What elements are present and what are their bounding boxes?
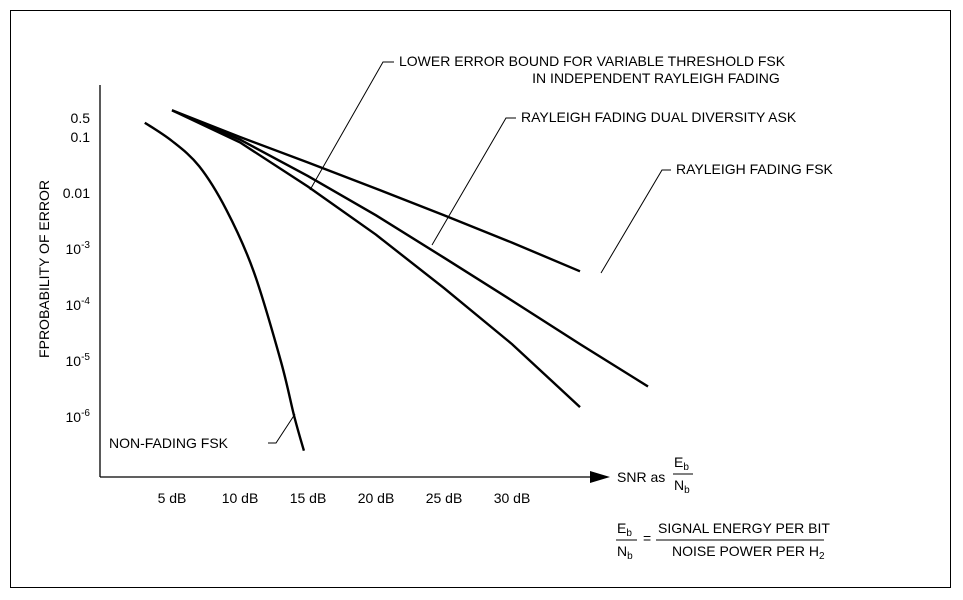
rayleigh-fading-fsk-curve xyxy=(171,109,581,273)
svg-text:Nb: Nb xyxy=(617,543,633,562)
svg-text:Eb: Eb xyxy=(617,520,632,539)
annotation-non-fading: NON-FADING FSK xyxy=(109,413,296,451)
dual-diversity-ask-curve xyxy=(171,109,649,388)
y-tick-label: 10-4 xyxy=(66,296,91,313)
x-tick-label: 20 dB xyxy=(358,490,395,506)
annotation-rayleigh-fsk: RAYLEIGH FADING FSK xyxy=(600,161,834,274)
svg-text:=: = xyxy=(643,530,651,546)
series-curves xyxy=(144,109,649,452)
non-fading-fsk-curve xyxy=(144,121,306,452)
annotation-dual-ask: RAYLEIGH FADING DUAL DIVERSITY ASK xyxy=(431,109,797,246)
svg-text:RAYLEIGH FADING DUAL DIVERSITY: RAYLEIGH FADING DUAL DIVERSITY ASK xyxy=(521,109,797,125)
annotation-lower-bound: LOWER ERROR BOUND FOR VARIABLE THRESHOLD… xyxy=(309,53,786,191)
y-tick-label: 10-6 xyxy=(66,408,91,425)
x-tick-label: 15 dB xyxy=(290,490,327,506)
y-tick-label: 10-3 xyxy=(66,240,91,257)
x-label-den: Nb xyxy=(674,477,690,496)
figure-frame xyxy=(10,10,951,588)
x-tick-labels: 5 dB 10 dB 15 dB 20 dB 25 dB 30 dB xyxy=(158,490,531,506)
y-tick-label: 10-5 xyxy=(66,352,91,369)
svg-text:SIGNAL ENERGY PER BIT: SIGNAL ENERGY PER BIT xyxy=(658,520,830,536)
svg-text:NOISE POWER PER H2: NOISE POWER PER H2 xyxy=(672,543,825,562)
x-axis-label: SNR as Eb Nb xyxy=(617,454,693,496)
x-tick-label: 30 dB xyxy=(494,490,531,506)
svg-text:LOWER ERROR BOUND FOR VARIABLE: LOWER ERROR BOUND FOR VARIABLE THRESHOLD… xyxy=(399,53,786,69)
x-tick-label: 5 dB xyxy=(158,490,187,506)
y-axis-label: FPROBABILITY OF ERROR xyxy=(36,180,52,358)
svg-text:SNR as: SNR as xyxy=(617,469,665,485)
y-tick-label: 0.01 xyxy=(63,185,90,201)
energy-formula: Eb Nb = SIGNAL ENERGY PER BIT NOISE POWE… xyxy=(616,520,830,562)
x-tick-label: 10 dB xyxy=(222,490,259,506)
svg-text:IN INDEPENDENT RAYLEIGH FADING: IN INDEPENDENT RAYLEIGH FADING xyxy=(532,70,780,86)
y-tick-labels: 0.5 0.1 0.01 10-3 10-4 10-5 10-6 xyxy=(63,110,91,425)
y-tick-label: 0.5 xyxy=(71,110,91,126)
svg-text:NON-FADING FSK: NON-FADING FSK xyxy=(109,435,229,451)
y-tick-label: 0.1 xyxy=(71,129,91,145)
svg-text:RAYLEIGH FADING FSK: RAYLEIGH FADING FSK xyxy=(676,161,834,177)
x-tick-label: 25 dB xyxy=(426,490,463,506)
x-label-num: Eb xyxy=(674,454,689,473)
lower-error-bound-curve xyxy=(171,109,581,408)
x-axis-arrow xyxy=(590,471,610,483)
